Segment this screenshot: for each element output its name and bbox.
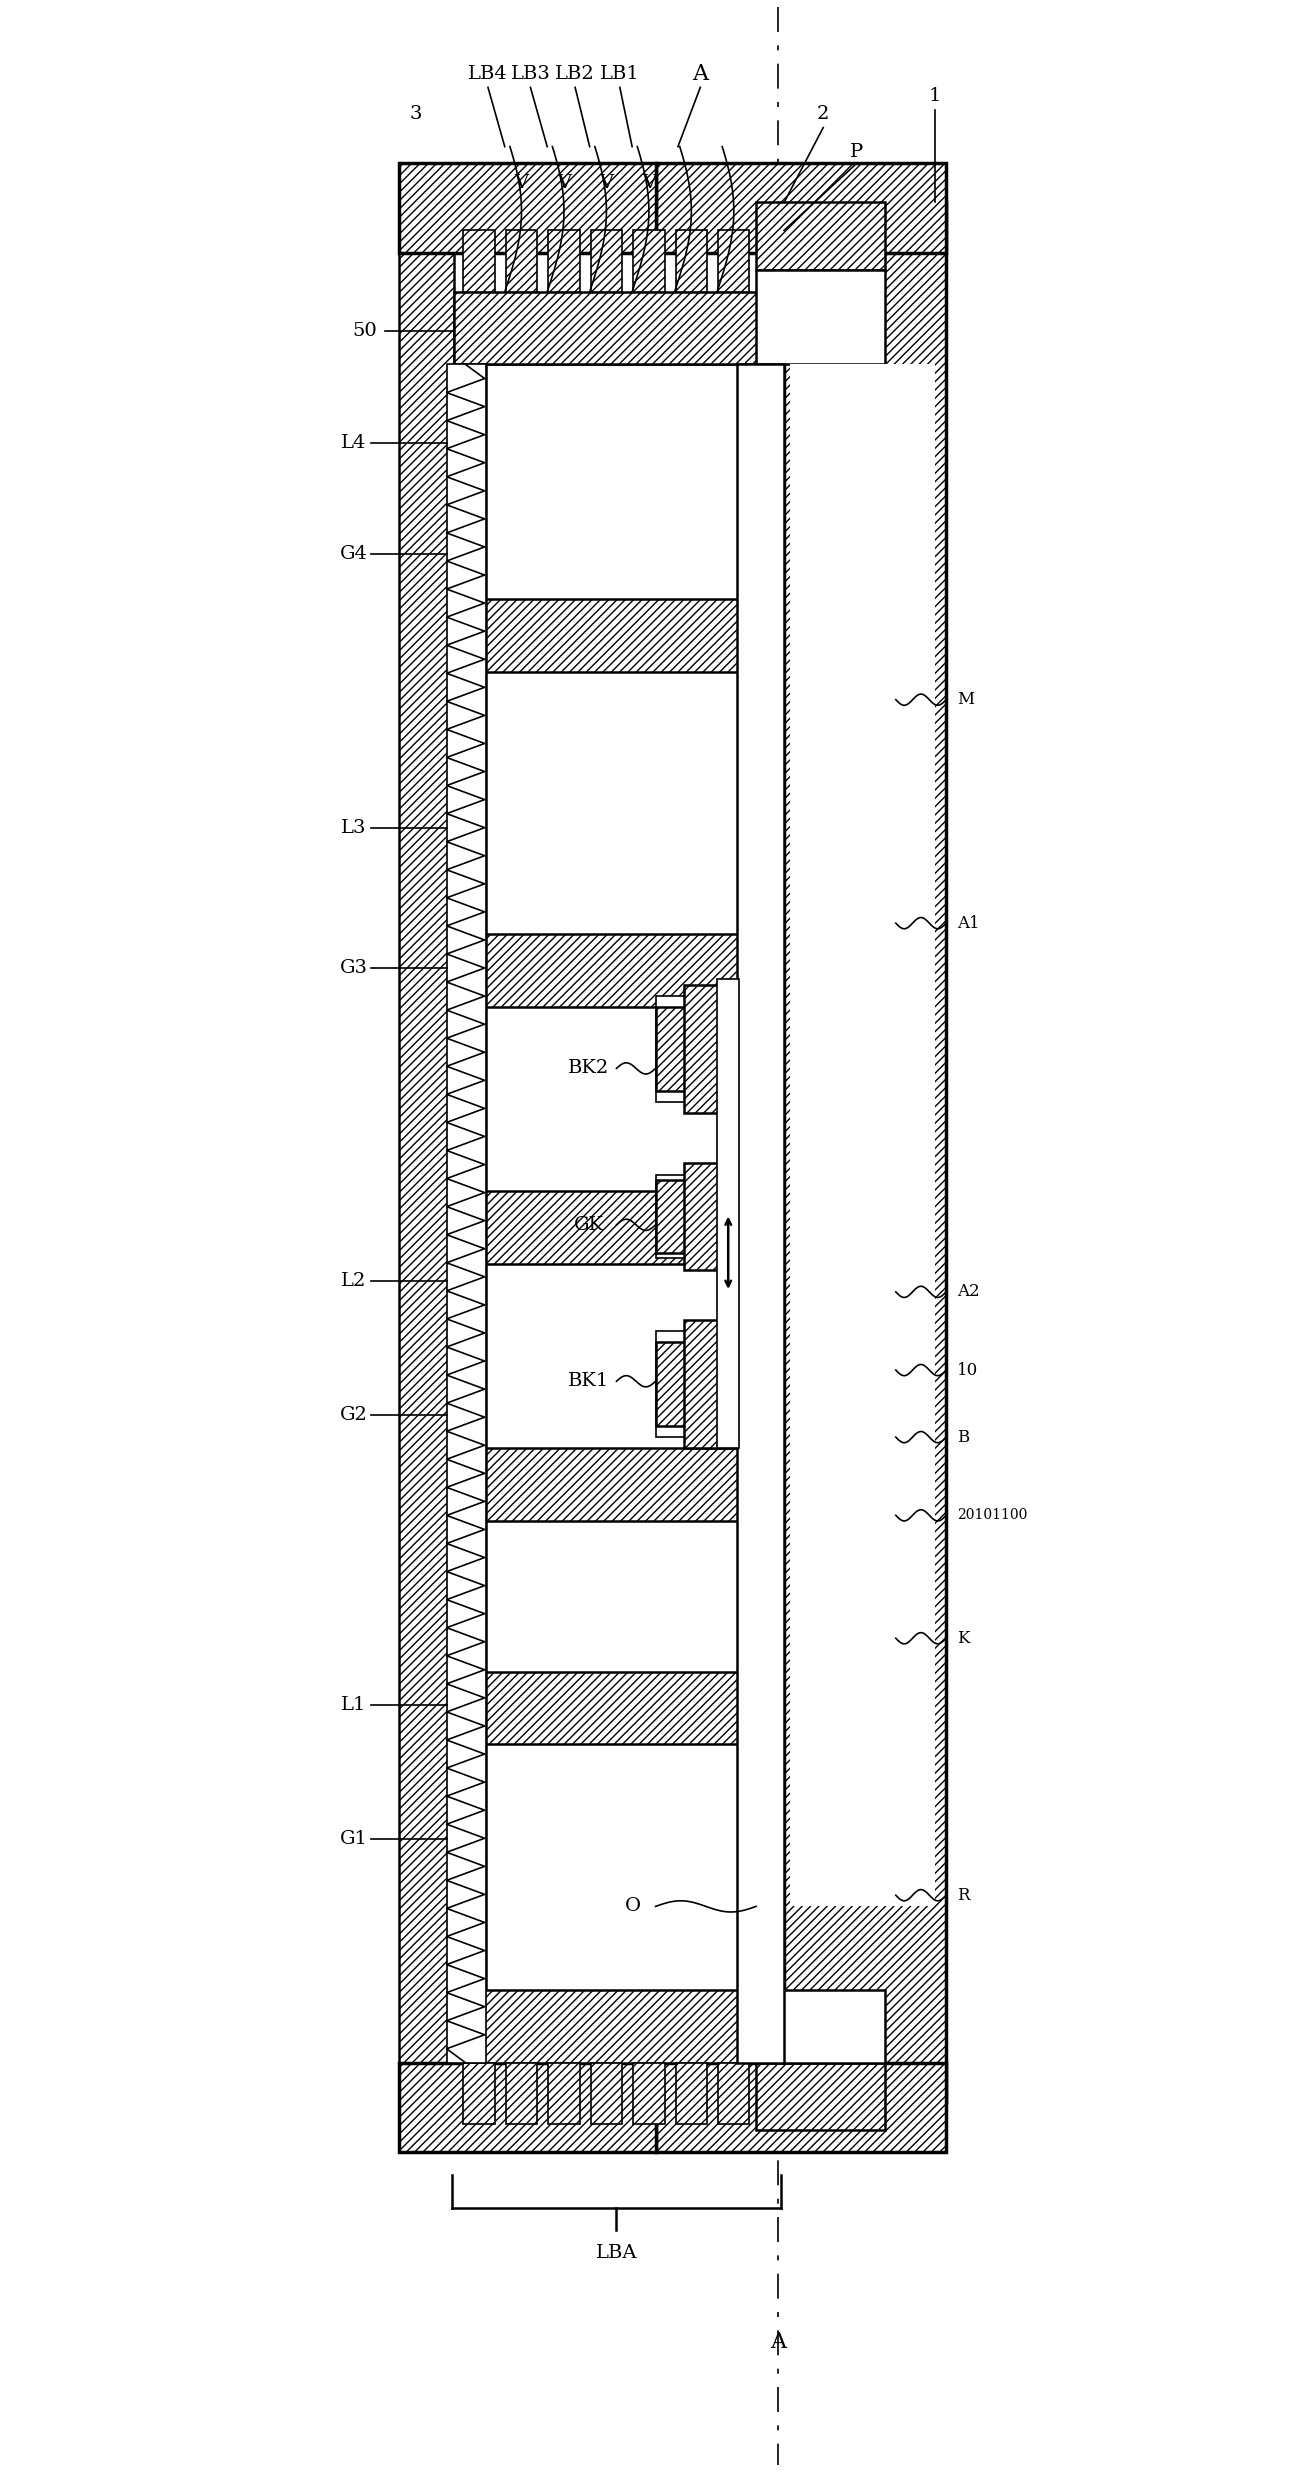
Bar [486, 598, 742, 672]
Bar [757, 2062, 884, 2131]
Text: 1: 1 [928, 87, 941, 106]
Text: G3: G3 [339, 959, 368, 976]
Bar [486, 1671, 742, 1745]
Bar [455, 1990, 779, 2062]
Text: P: P [850, 143, 863, 161]
Text: LB3: LB3 [511, 64, 550, 84]
Bar [455, 292, 784, 363]
Bar [506, 2062, 537, 2123]
Text: G1: G1 [341, 1829, 368, 1849]
Text: BK2: BK2 [568, 1060, 610, 1078]
Text: G4: G4 [341, 546, 368, 564]
Text: LBA: LBA [595, 2245, 637, 2262]
Text: V: V [515, 176, 529, 193]
Text: A: A [771, 2331, 786, 2353]
Bar [399, 163, 655, 252]
Bar [757, 203, 884, 269]
Bar [590, 2062, 623, 2123]
Bar [655, 1174, 737, 1258]
Text: M: M [957, 692, 975, 707]
Bar [684, 1164, 737, 1271]
Text: 50: 50 [352, 321, 377, 341]
Bar [486, 1449, 742, 1520]
Bar [684, 984, 737, 1112]
Text: 10: 10 [957, 1362, 979, 1379]
Bar [633, 230, 664, 292]
Text: LB2: LB2 [555, 64, 595, 84]
Text: A: A [693, 62, 709, 84]
Text: K: K [957, 1629, 970, 1646]
Bar [655, 1006, 733, 1090]
Bar [718, 979, 740, 1449]
Bar [486, 1192, 742, 1263]
Bar [757, 1990, 884, 2062]
Bar [486, 363, 779, 2062]
Bar [399, 2062, 655, 2153]
Bar [447, 363, 486, 2062]
Bar [789, 363, 935, 1906]
Bar [655, 1179, 733, 1253]
Bar [549, 230, 580, 292]
Bar [463, 230, 495, 292]
Text: LB1: LB1 [601, 64, 640, 84]
Text: V: V [599, 176, 614, 193]
Text: V: V [642, 176, 657, 193]
Bar [399, 203, 455, 2101]
Bar [655, 1342, 733, 1426]
Text: 3: 3 [410, 106, 421, 124]
Bar [549, 2062, 580, 2123]
Text: R: R [957, 1886, 970, 1903]
Bar [486, 934, 742, 1006]
Bar [718, 230, 749, 292]
Bar [633, 2062, 664, 2123]
Bar [676, 230, 707, 292]
Text: GK: GK [573, 1216, 603, 1234]
Bar [784, 203, 946, 2101]
Bar [684, 1320, 737, 1449]
Text: B: B [957, 1429, 970, 1446]
Text: L3: L3 [341, 818, 367, 838]
Bar [590, 230, 623, 292]
Text: L4: L4 [341, 433, 367, 452]
Bar [655, 996, 737, 1103]
Text: A1: A1 [957, 915, 980, 932]
Text: 2: 2 [816, 106, 829, 124]
Bar [676, 2062, 707, 2123]
Bar [655, 2062, 946, 2153]
Bar [463, 2062, 495, 2123]
Text: LB4: LB4 [468, 64, 508, 84]
Bar [757, 269, 884, 363]
Bar [655, 1330, 737, 1436]
Text: O: O [625, 1898, 641, 1916]
Text: V: V [556, 176, 571, 193]
Text: L1: L1 [341, 1696, 367, 1713]
Text: 20101100: 20101100 [957, 1508, 1027, 1523]
Bar [655, 163, 946, 252]
Bar [506, 230, 537, 292]
Text: BK1: BK1 [568, 1372, 610, 1389]
Text: A2: A2 [957, 1283, 980, 1300]
Bar [718, 2062, 749, 2123]
Text: G2: G2 [341, 1407, 368, 1424]
Bar [737, 363, 784, 2062]
Text: L2: L2 [341, 1271, 367, 1290]
